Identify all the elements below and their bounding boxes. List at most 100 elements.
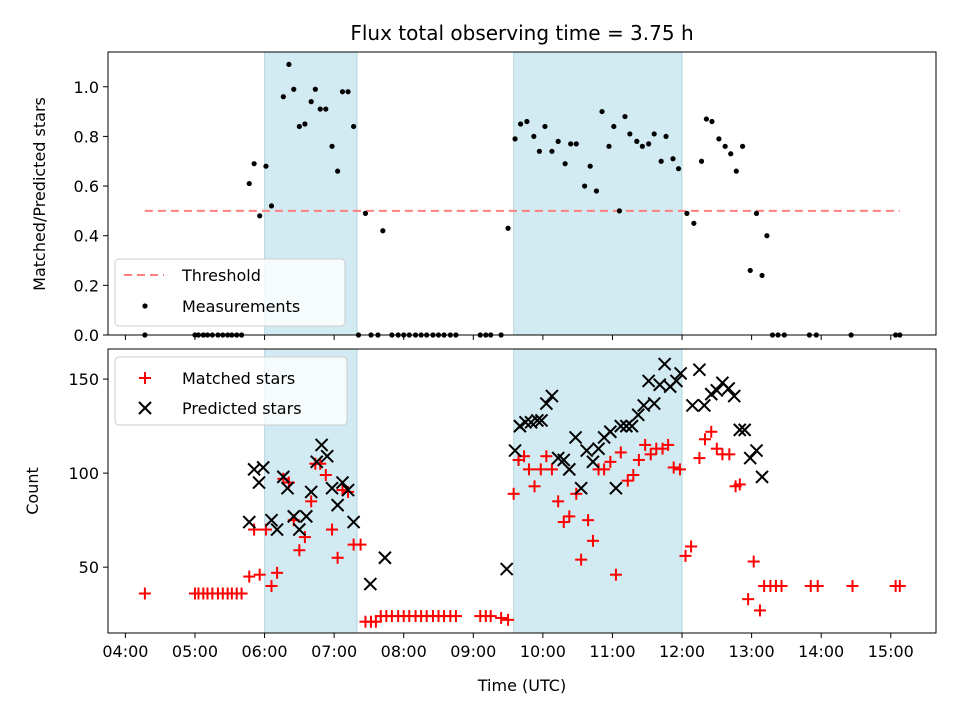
x-tick-label: 08:00 (381, 642, 427, 661)
predicted-star-point (256, 460, 270, 475)
matched-legend-marker (139, 372, 151, 384)
measurement-point (703, 116, 709, 122)
x-stroke-b (685, 398, 700, 413)
x-stroke-b (276, 470, 291, 484)
measurement-point (616, 208, 623, 214)
matched-star-point (540, 450, 553, 463)
bottom-panel: 50 100 150 04:00 05:00 06:00 07:00 08:00 09:00 1… (23, 348, 937, 695)
predicted-star-point (653, 378, 667, 392)
measurement-point (622, 113, 628, 120)
predicted-star-point (641, 374, 656, 388)
x-stroke-b (325, 481, 339, 495)
matched-star-point (336, 484, 349, 497)
measurement-point (296, 123, 302, 130)
measurement-point (582, 183, 588, 189)
measurement-point (302, 121, 308, 127)
matched-star-point (775, 579, 788, 592)
x-stroke-b (247, 462, 261, 477)
measurement-point (658, 158, 664, 164)
predicted-star-point (287, 509, 301, 524)
x-stroke-b (625, 419, 639, 433)
measurement-point (709, 118, 715, 125)
matched-star-point (614, 446, 627, 459)
x-stroke-b (534, 413, 549, 428)
predicted-star-point (557, 453, 571, 467)
x-stroke-b (335, 475, 350, 490)
top-legend: Threshold Measurements (114, 258, 346, 327)
matched-star-point (552, 495, 565, 508)
x-stroke-b (647, 396, 661, 411)
measurement-point (691, 220, 697, 226)
predicted-star-point (378, 551, 392, 565)
measurement-point (524, 118, 530, 125)
predicted-star-point (721, 381, 736, 396)
matched-star-point (326, 523, 339, 536)
measurement-point (542, 123, 548, 130)
measurement-point (312, 86, 318, 92)
matched-star-point (507, 487, 520, 500)
measurement-point (728, 151, 734, 157)
predicted-star-point (625, 419, 639, 433)
x-stroke-b (341, 483, 355, 497)
x-stroke-b (346, 515, 361, 529)
x-stroke-b (499, 562, 514, 576)
matched-star-point (698, 433, 711, 446)
measurements-legend-marker (142, 303, 148, 309)
predicted-star-point (603, 425, 618, 439)
x-stroke-b (287, 509, 301, 524)
matched-star-point (662, 438, 675, 451)
x-stroke-b (586, 455, 600, 469)
predicted-star-point (586, 455, 600, 469)
matched-star-point (693, 452, 706, 465)
top-panel: 0.0 0.2 0.4 0.6 0.8 1.0 Matched/Predicted sta… (30, 51, 937, 345)
x-stroke-b (721, 381, 736, 396)
predicted-star-point (325, 481, 339, 495)
measurement-point (562, 161, 568, 167)
measurement-point (568, 141, 574, 147)
measurement-point (531, 133, 537, 140)
matched-star-point (733, 478, 746, 491)
matched-star-point (609, 568, 622, 581)
x-tick-label: 15:00 (868, 642, 914, 661)
x-stroke-b (264, 513, 279, 527)
matched-star-point (235, 587, 248, 600)
x-stroke-b (657, 357, 672, 371)
matched-star-point (811, 579, 824, 592)
measurement-point (606, 143, 612, 149)
predicted-star-point (591, 441, 606, 456)
predicted-star-point (619, 419, 634, 433)
measurement-point (246, 180, 252, 187)
predicted-star-point (669, 374, 684, 388)
x-stroke-b (508, 443, 522, 458)
matched-star-point (563, 510, 576, 523)
predicted-star-point (562, 462, 577, 477)
x-stroke-b (697, 398, 712, 413)
matched-star-point (528, 480, 541, 493)
predicted-star-point (292, 522, 307, 537)
measurement-point (764, 233, 770, 239)
predicted-star-point (637, 398, 651, 413)
measurement-point (663, 133, 669, 140)
x-axis-label: Time (UTC) (477, 676, 566, 695)
measurement-point (380, 228, 386, 234)
x-stroke-b (603, 425, 618, 439)
matched-star-point (495, 611, 508, 624)
x-stroke-b (304, 485, 318, 499)
y-tick-label: 1.0 (74, 78, 99, 97)
y-tick-label: 0.0 (74, 326, 99, 345)
measurement-point (329, 143, 335, 149)
bottom-y-ticks: 50 100 150 (68, 370, 108, 577)
matched-star-point (298, 531, 311, 544)
measurement-point (573, 141, 579, 147)
measurement-point (698, 158, 705, 164)
predicted-legend-marker (138, 401, 152, 415)
y-tick-label: 0.8 (74, 127, 99, 146)
matched-star-point (484, 610, 497, 623)
matched-star-point (534, 463, 547, 476)
measurement-point (518, 121, 524, 127)
x-tick-label: 09:00 (450, 642, 496, 661)
matched-star-point (586, 534, 599, 547)
threshold-legend-label: Threshold (181, 266, 261, 285)
measurement-point (753, 210, 760, 216)
